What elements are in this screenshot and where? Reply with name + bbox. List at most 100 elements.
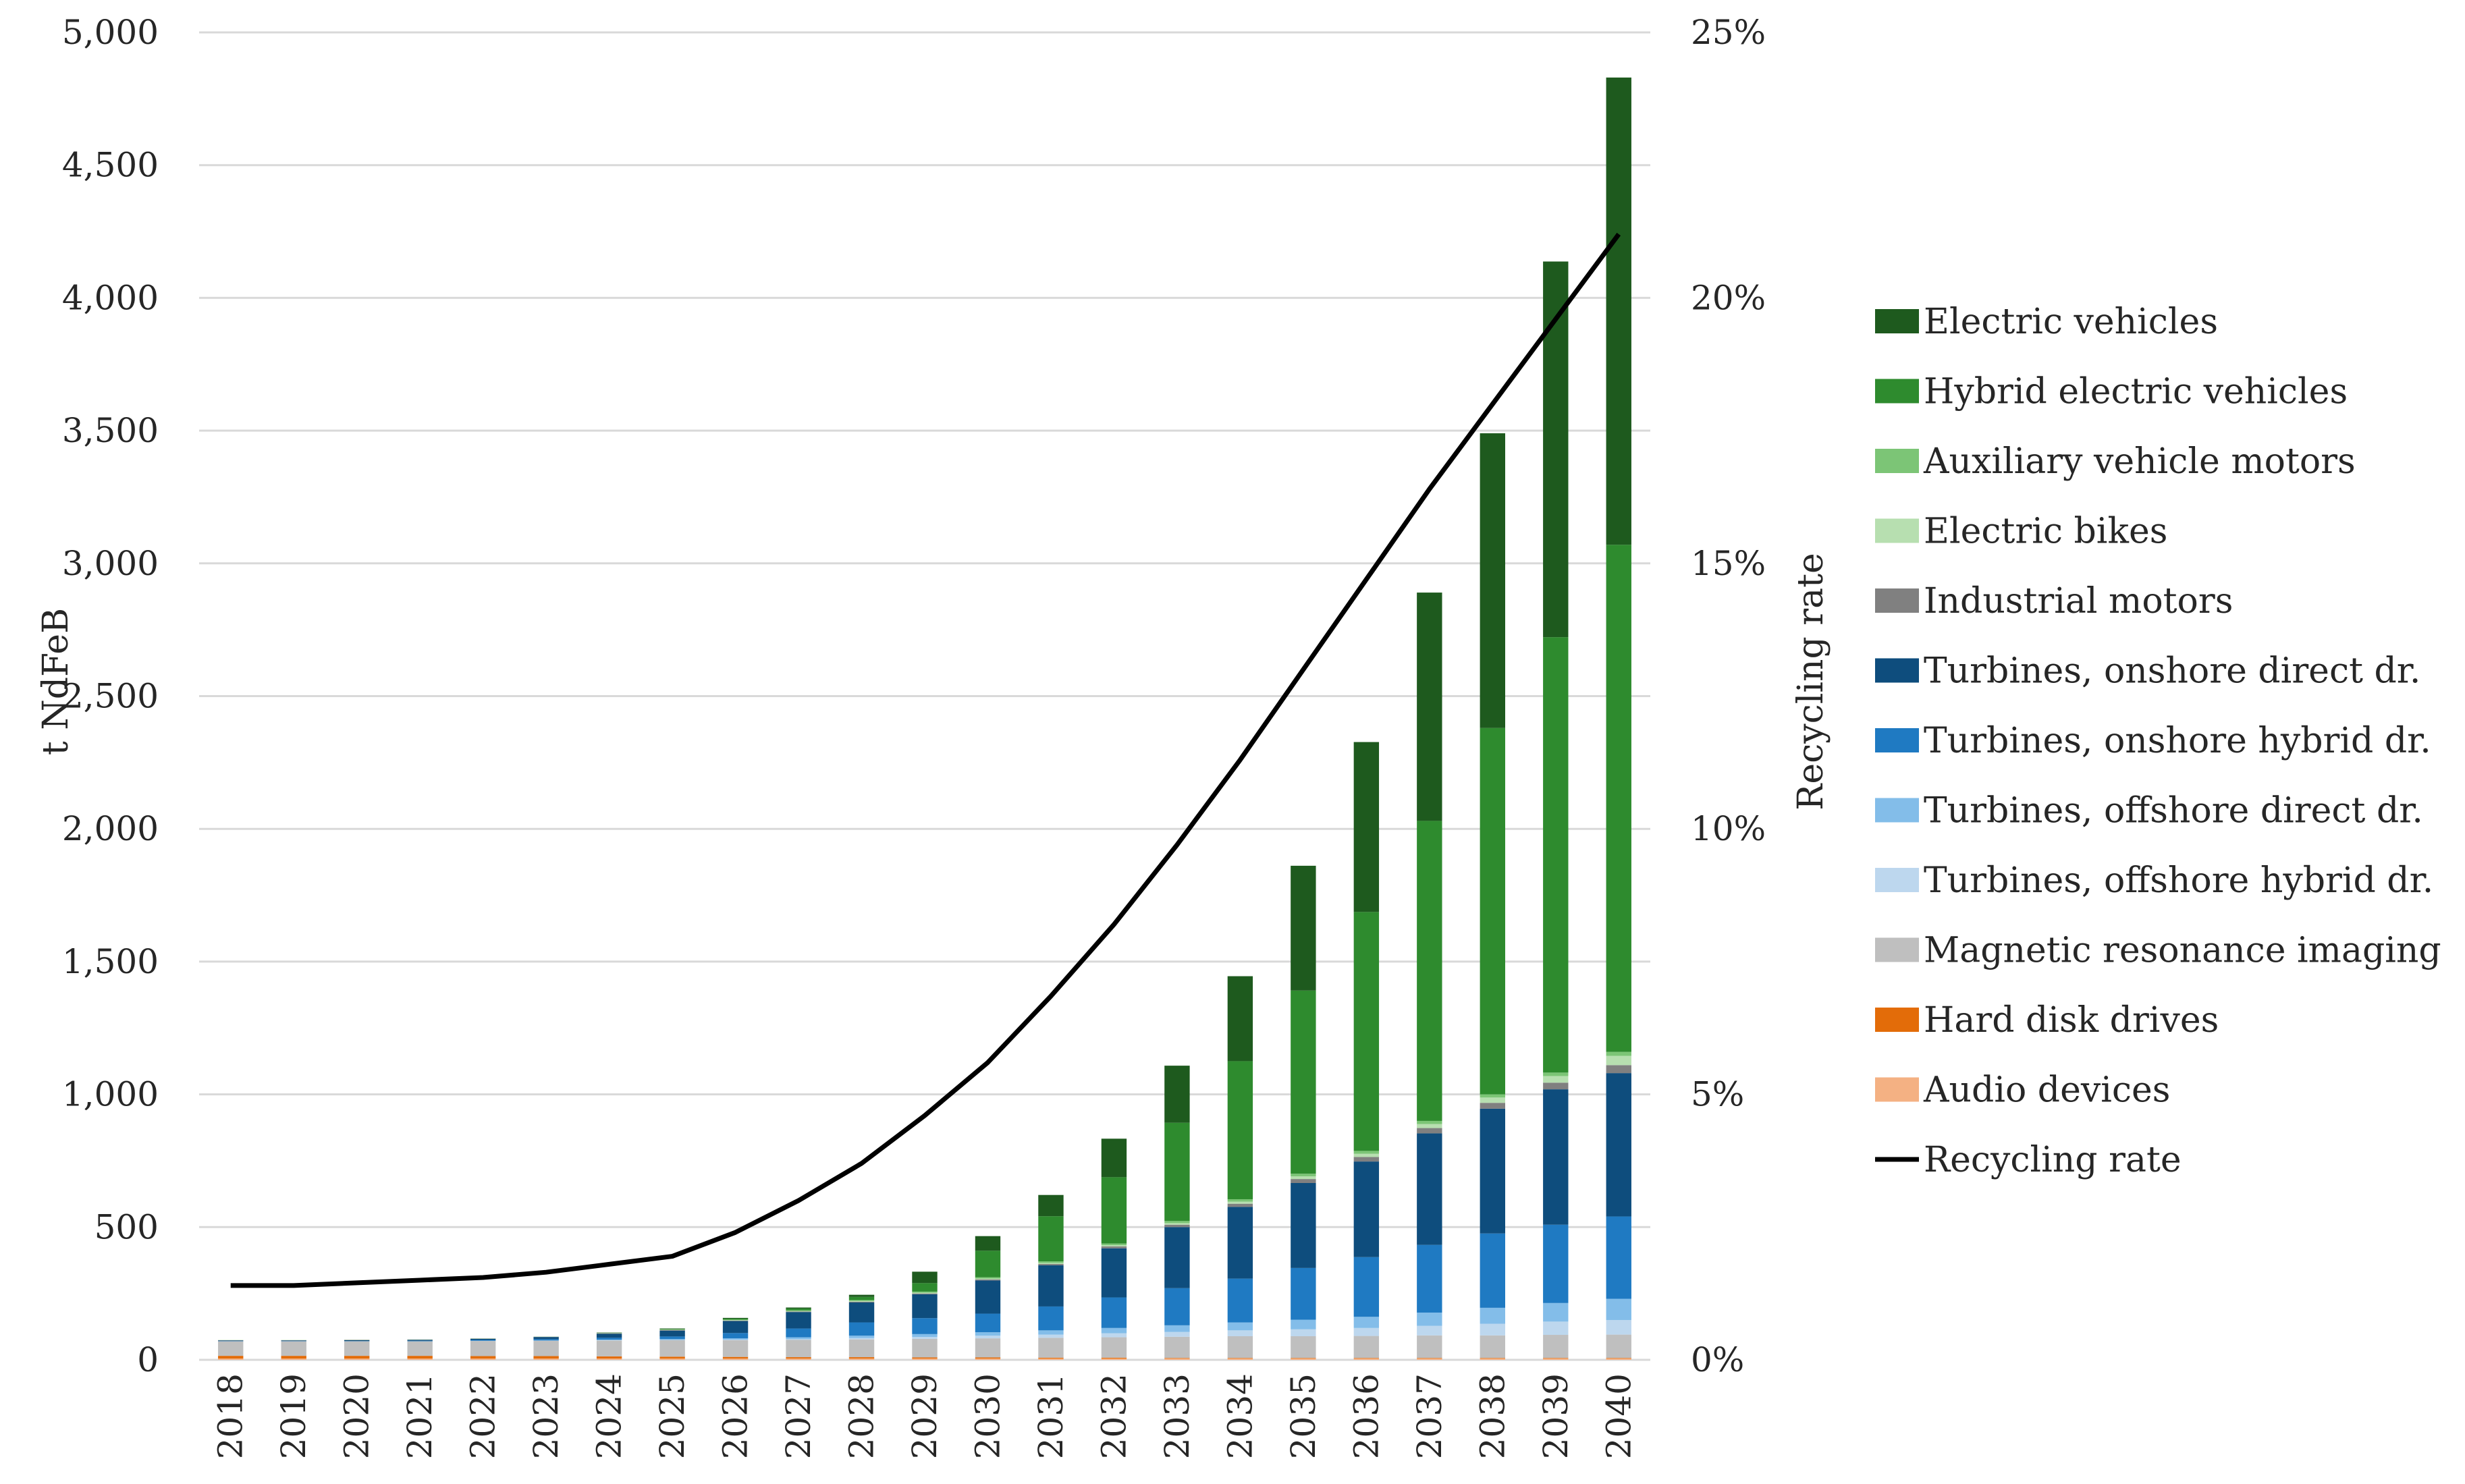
bar-segment: [1164, 1223, 1190, 1225]
bar-stack-2024: [596, 1332, 622, 1360]
legend-swatch: [1875, 309, 1919, 333]
x-tick-label: 2032: [1094, 1373, 1133, 1459]
bar-segment: [722, 1317, 749, 1319]
bar-segment: [1543, 1335, 1569, 1358]
bar-segment: [722, 1358, 749, 1360]
bar-segment: [786, 1340, 811, 1358]
bar-stack-2027: [786, 1307, 811, 1360]
bar-segment: [1038, 1338, 1064, 1358]
bar-stack-2040: [1606, 77, 1631, 1360]
legend-label: Industrial motors: [1924, 581, 2233, 622]
bar-segment: [1164, 1358, 1190, 1360]
x-tick-label: 2035: [1284, 1373, 1323, 1459]
legend-label: Audio devices: [1923, 1070, 2170, 1111]
bar-segment: [1291, 1182, 1316, 1268]
bar-segment: [786, 1358, 811, 1360]
bar-segment: [1543, 1358, 1569, 1360]
bar-segment: [1227, 1278, 1253, 1323]
bar-stack-2034: [1227, 976, 1253, 1360]
bar-stack-2021: [407, 1339, 433, 1360]
y2-axis-ticks: 0% 5% 10% 15% 20% 25%: [1691, 13, 1766, 1379]
bar-segment: [344, 1340, 370, 1342]
bar-stack-2022: [470, 1338, 496, 1360]
bar-segment: [596, 1334, 622, 1338]
bar-segment: [912, 1337, 938, 1339]
x-tick-label: 2026: [716, 1373, 755, 1459]
bar-segment: [722, 1338, 749, 1340]
bar-segment: [1291, 1336, 1316, 1358]
legend-swatch: [1875, 937, 1919, 962]
bar-segment: [1480, 1323, 1505, 1336]
bar-segment: [848, 1296, 875, 1300]
x-tick-label: 2023: [526, 1373, 566, 1459]
y-axis-ticks: 0 500 1,000 1,500 2,000 2,500 3,000 3,500 4,000 4…: [62, 13, 159, 1379]
y-tick-label: 5,000: [62, 13, 159, 52]
bar-segment: [1606, 1358, 1631, 1360]
bar-segment: [1606, 1065, 1631, 1074]
bar-segment: [722, 1356, 749, 1359]
bar-segment: [659, 1340, 685, 1357]
bar-segment: [1480, 1358, 1505, 1360]
bar-segment: [533, 1337, 559, 1340]
bar-segment: [722, 1321, 749, 1334]
bar-segment: [1038, 1261, 1064, 1263]
bar-segment: [1038, 1306, 1064, 1331]
bar-segment: [975, 1277, 1001, 1279]
bar-segment: [1543, 1321, 1569, 1336]
legend-swatch: [1875, 798, 1919, 823]
legend-item: Electric vehicles: [1875, 302, 2218, 342]
bar-stack-2029: [912, 1271, 938, 1360]
bar-stack-2023: [533, 1336, 559, 1360]
legend-label: Recycling rate: [1924, 1140, 2182, 1180]
bar-stack-2019: [281, 1340, 306, 1360]
bar-stack-2033: [1164, 1066, 1190, 1360]
bar-segment: [786, 1307, 811, 1309]
bar-segment: [1038, 1265, 1064, 1307]
y-tick-label: 0: [137, 1340, 159, 1379]
bar-segment: [407, 1358, 433, 1360]
bar-segment: [1606, 1055, 1631, 1066]
x-tick-label: 2039: [1536, 1373, 1575, 1459]
y2-tick-label: 10%: [1691, 809, 1766, 848]
bar-segment: [1480, 1094, 1505, 1098]
bar-segment: [975, 1338, 1001, 1358]
legend-item: Magnetic resonance imaging: [1875, 931, 2441, 971]
bar-segment: [1353, 1257, 1380, 1317]
legend-swatch: [1875, 1008, 1919, 1032]
bar-segment: [1417, 1133, 1442, 1245]
bar-segment: [975, 1357, 1001, 1359]
bar-segment: [975, 1336, 1001, 1339]
bar-segment: [1543, 1072, 1569, 1076]
bar-segment: [407, 1341, 433, 1356]
bar-segment: [1353, 1161, 1380, 1257]
gridlines: [199, 31, 1650, 1361]
bar-segment: [1291, 1174, 1316, 1177]
bar-segment: [596, 1358, 622, 1360]
legend-swatch: [1875, 1077, 1919, 1102]
bar-segment: [1164, 1122, 1190, 1221]
bar-segment: [1101, 1245, 1127, 1247]
bar-segment: [659, 1329, 685, 1331]
bar-segment: [1101, 1297, 1127, 1328]
bar-segment: [659, 1358, 685, 1360]
bar-segment: [722, 1319, 749, 1321]
legend-swatch: [1875, 658, 1919, 683]
x-tick-label: 2036: [1347, 1373, 1386, 1459]
bar-segment: [1291, 1358, 1316, 1360]
bar-segment: [1417, 1325, 1442, 1336]
bar-segment: [722, 1319, 749, 1320]
bar-segment: [848, 1357, 875, 1359]
bar-segment: [1353, 912, 1380, 1151]
legend-label: Electric vehicles: [1924, 302, 2218, 342]
bar-segment: [344, 1358, 370, 1360]
bar-segment: [659, 1330, 685, 1337]
bar-segment: [533, 1339, 559, 1341]
x-tick-label: 2031: [1031, 1373, 1071, 1459]
bar-segment: [1038, 1358, 1064, 1360]
legend-label: Hybrid electric vehicles: [1924, 372, 2348, 412]
bar-segment: [786, 1312, 811, 1329]
bar-segment: [1101, 1248, 1127, 1298]
bar-stack-2031: [1038, 1194, 1064, 1360]
bar-segment: [659, 1356, 685, 1359]
x-tick-label: 2025: [653, 1373, 692, 1459]
